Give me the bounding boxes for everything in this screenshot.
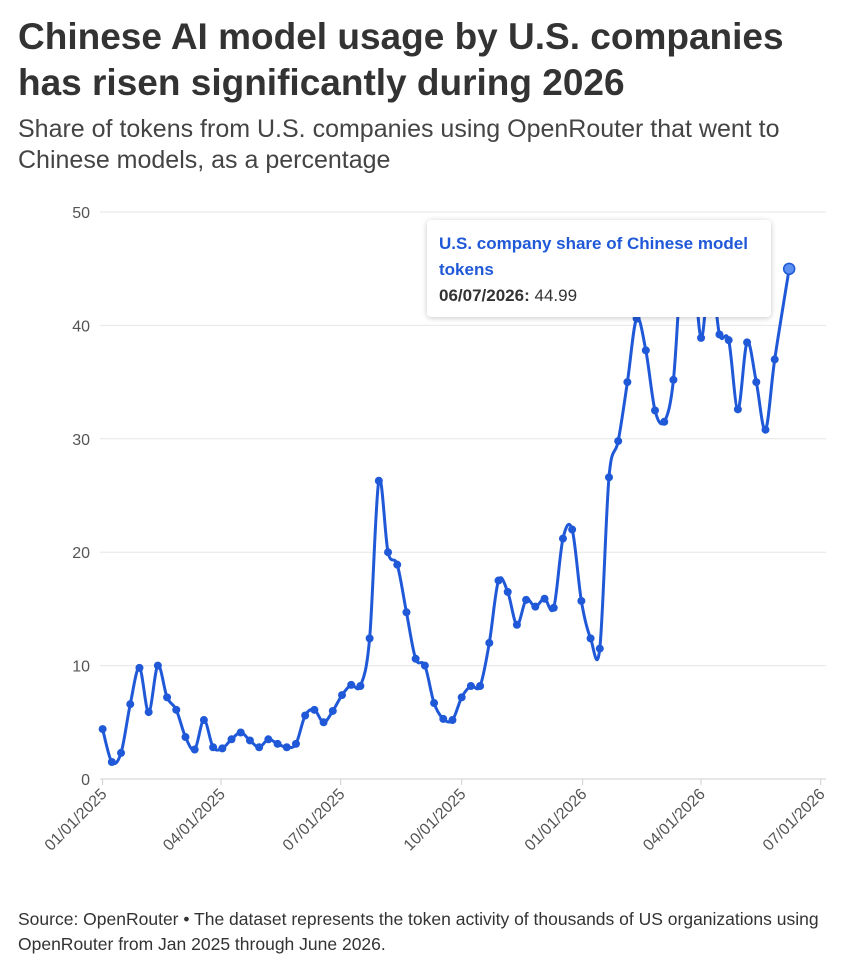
data-point[interactable] [282, 743, 291, 752]
data-point[interactable] [430, 699, 439, 708]
data-point[interactable] [301, 711, 310, 720]
data-point[interactable] [660, 417, 669, 426]
data-point[interactable] [577, 596, 586, 605]
data-point[interactable] [420, 661, 429, 670]
data-point[interactable] [153, 661, 162, 670]
data-point[interactable] [135, 663, 144, 672]
y-tick-label: 50 [72, 205, 90, 222]
data-point[interactable] [623, 378, 632, 387]
x-tick-label: 10/01/2025 [401, 786, 470, 855]
tooltip-date: 06/07/2026: [439, 286, 530, 305]
y-tick-label: 0 [81, 772, 90, 789]
data-point[interactable] [512, 620, 521, 629]
data-point[interactable] [743, 338, 752, 347]
y-tick-label: 20 [72, 545, 90, 562]
data-point[interactable] [614, 437, 623, 446]
x-axis: 01/01/2025 04/01/2025 07/01/2025 10/01/2025… [42, 779, 829, 854]
data-point[interactable] [770, 355, 779, 364]
data-point[interactable] [439, 714, 448, 723]
data-point[interactable] [236, 728, 245, 737]
data-point[interactable] [218, 744, 227, 753]
data-point[interactable] [190, 745, 199, 754]
data-point[interactable] [255, 743, 264, 752]
data-point[interactable] [227, 735, 236, 744]
data-point[interactable] [199, 716, 208, 725]
data-point[interactable] [448, 716, 457, 725]
data-point[interactable] [181, 733, 190, 742]
data-point[interactable] [733, 405, 742, 414]
data-point[interactable] [697, 333, 706, 342]
data-point[interactable] [715, 330, 724, 339]
y-axis: 0 10 20 30 40 50 [72, 205, 90, 789]
data-point[interactable] [172, 705, 181, 714]
data-point[interactable] [356, 682, 365, 691]
data-point[interactable] [476, 682, 485, 691]
data-point[interactable] [328, 706, 337, 715]
data-point[interactable] [291, 739, 300, 748]
data-point[interactable] [568, 525, 577, 534]
data-point[interactable] [494, 576, 503, 585]
data-point[interactable] [384, 548, 393, 557]
x-tick-label: 07/01/2026 [760, 786, 829, 855]
data-point[interactable] [586, 634, 595, 643]
x-tick-label: 01/01/2025 [42, 786, 111, 855]
source-note: Source: OpenRouter • The dataset represe… [18, 909, 819, 954]
data-point[interactable] [319, 718, 328, 727]
data-point[interactable] [752, 378, 761, 387]
data-point[interactable] [724, 336, 733, 345]
tooltip-value: 44.99 [534, 286, 578, 305]
chart-subtitle: Share of tokens from U.S. companies usin… [18, 115, 780, 174]
data-point[interactable] [144, 708, 153, 717]
data-point[interactable] [503, 587, 512, 596]
data-point[interactable] [761, 425, 770, 434]
data-point[interactable] [98, 725, 107, 734]
data-tooltip: U.S. company share of Chinese model toke… [427, 220, 771, 317]
data-point[interactable] [310, 705, 319, 714]
data-point[interactable] [402, 608, 411, 617]
data-point[interactable] [273, 739, 282, 748]
data-point[interactable] [374, 476, 383, 485]
data-point[interactable] [163, 693, 172, 702]
data-point[interactable] [245, 736, 254, 745]
data-point[interactable] [466, 682, 475, 691]
data-point[interactable] [558, 534, 567, 543]
data-point[interactable] [209, 743, 218, 752]
data-point[interactable] [107, 757, 116, 766]
data-point[interactable] [365, 634, 374, 643]
chart-title: Chinese AI model usage by U.S. companies… [18, 16, 784, 103]
data-point[interactable] [595, 644, 604, 653]
data-point[interactable] [117, 748, 126, 757]
data-point[interactable] [604, 473, 613, 482]
data-point[interactable] [347, 680, 356, 689]
y-tick-label: 40 [72, 318, 90, 335]
data-point[interactable] [457, 693, 466, 702]
data-point[interactable] [264, 735, 273, 744]
data-point[interactable] [522, 595, 531, 604]
data-point[interactable] [338, 691, 346, 700]
y-tick-label: 10 [72, 659, 90, 676]
tooltip-series-name: U.S. company share of Chinese model toke… [439, 234, 748, 279]
data-point[interactable] [669, 375, 678, 384]
data-point[interactable] [126, 700, 135, 709]
series-points[interactable] [98, 242, 796, 766]
line-chart: 0 10 20 30 40 50 01/01/2025 04/01/2025 07/01/20… [42, 205, 829, 854]
data-point[interactable] [411, 654, 420, 663]
y-tick-label: 30 [72, 432, 90, 449]
data-point[interactable] [393, 560, 402, 569]
data-point[interactable] [641, 346, 650, 355]
highlighted-data-point[interactable] [782, 262, 796, 276]
data-point[interactable] [540, 594, 549, 603]
data-point[interactable] [651, 406, 660, 415]
data-point[interactable] [531, 602, 540, 611]
data-point[interactable] [485, 638, 494, 647]
x-tick-label: 01/01/2026 [522, 786, 591, 855]
data-point[interactable] [549, 603, 558, 612]
tooltip-value-line: 06/07/2026: 44.99 [439, 283, 759, 309]
x-tick-label: 04/01/2025 [160, 786, 229, 855]
x-tick-label: 07/01/2025 [280, 786, 349, 855]
x-tick-label: 04/01/2026 [640, 786, 709, 855]
